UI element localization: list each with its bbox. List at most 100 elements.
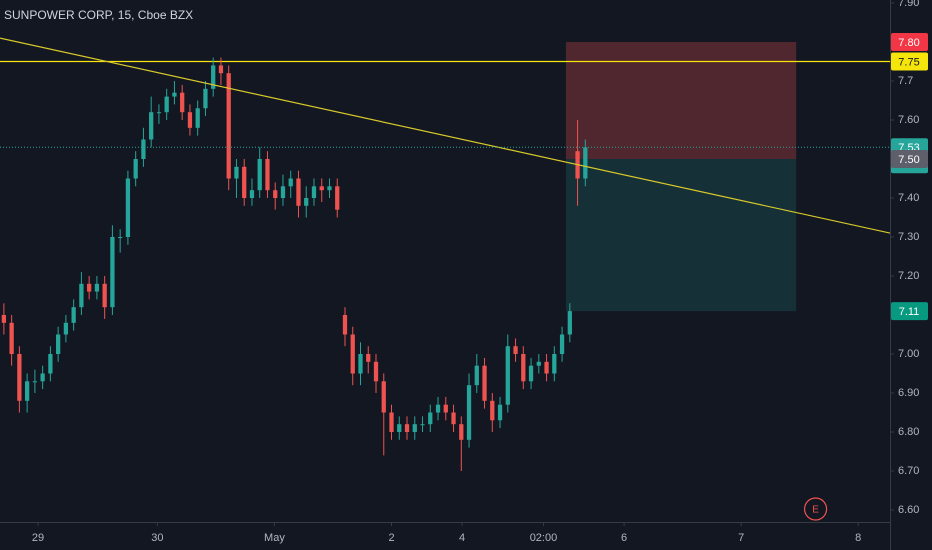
stop-zone xyxy=(565,42,797,159)
candle-body xyxy=(17,354,22,401)
horizontal-line-label-box xyxy=(891,52,928,71)
candle-body xyxy=(265,159,270,191)
y-tick-label: 6.80 xyxy=(898,426,919,438)
candle-body xyxy=(552,354,557,374)
target-label: 7.11 xyxy=(899,306,920,318)
x-tick-label: 7 xyxy=(738,532,744,544)
candle-body xyxy=(443,404,448,413)
y-tick-label: 7.40 xyxy=(898,192,919,204)
candle-body xyxy=(71,307,76,323)
candle-body xyxy=(257,159,262,191)
x-tick-label: 8 xyxy=(855,532,861,544)
candle-body xyxy=(373,361,379,382)
candle-body xyxy=(203,88,208,109)
candle-body xyxy=(133,159,138,179)
candle-body xyxy=(94,283,100,292)
candle-body xyxy=(79,283,84,308)
candle-body xyxy=(513,346,518,354)
candle-body xyxy=(559,334,565,354)
stop-label: 7.80 xyxy=(898,37,919,49)
candle-body xyxy=(172,92,177,97)
candle-body xyxy=(110,237,115,308)
candle-body xyxy=(118,237,123,238)
candle-body xyxy=(242,166,247,198)
candle-body xyxy=(156,112,162,114)
candle-body xyxy=(288,178,293,187)
candle-body xyxy=(466,385,472,440)
candle-body xyxy=(249,190,255,198)
candle-body xyxy=(195,108,200,128)
candle-body xyxy=(404,424,410,432)
candle-body xyxy=(311,186,317,198)
candle-body xyxy=(164,96,169,113)
candle-body xyxy=(583,147,588,179)
y-tick-label: 7.00 xyxy=(898,348,919,360)
candle-body xyxy=(389,412,394,432)
candle-body xyxy=(544,361,549,374)
candle-body xyxy=(141,139,146,159)
candle-body xyxy=(234,166,239,179)
candle-body xyxy=(497,404,503,421)
candle-body xyxy=(397,424,402,432)
y-tick-label: 6.90 xyxy=(898,387,919,399)
candle-body xyxy=(505,346,510,405)
candle-body xyxy=(63,322,69,335)
candle-body xyxy=(296,178,301,206)
candle-body xyxy=(48,354,53,374)
y-tick-label: 7.20 xyxy=(898,270,919,282)
x-tick-label: 2 xyxy=(388,532,394,544)
y-tick-label: 6.70 xyxy=(898,465,919,477)
candle-body xyxy=(102,283,107,308)
x-tick-label: May xyxy=(264,532,285,544)
candle-body xyxy=(366,354,371,362)
candle-body xyxy=(420,424,425,426)
candle-body xyxy=(87,283,92,292)
candle-body xyxy=(1,315,7,323)
trendline xyxy=(0,37,891,234)
x-tick-label: 30 xyxy=(151,532,163,544)
event-label: E xyxy=(812,505,819,516)
candle-body xyxy=(226,73,231,179)
candle-body xyxy=(125,178,131,237)
candle-body xyxy=(342,315,348,335)
x-tick-label: 02:00 xyxy=(530,532,558,544)
candle-body xyxy=(304,198,309,206)
candle-body xyxy=(327,186,332,191)
candle-body xyxy=(319,186,324,191)
x-tick-label: 29 xyxy=(32,532,44,544)
event-marker xyxy=(803,497,828,521)
y-tick-label: 7.90 xyxy=(898,0,919,9)
candle-body xyxy=(381,381,386,413)
candle-body xyxy=(280,186,286,198)
candle-body xyxy=(490,400,495,421)
horizontal-line-label: 7.75 xyxy=(898,56,919,68)
candle-body xyxy=(218,65,224,74)
candle-body xyxy=(9,322,14,354)
candle-body xyxy=(358,354,363,374)
candle-body xyxy=(474,365,479,386)
candle-body xyxy=(149,112,154,140)
candle-body xyxy=(567,311,572,335)
chart-title: SUNPOWER CORP, 15, Cboe BZX xyxy=(4,8,193,22)
stop-label-box xyxy=(891,33,928,51)
x-tick-label: 4 xyxy=(459,532,465,544)
target-label-box xyxy=(891,302,928,321)
y-tick-label: 6.60 xyxy=(898,504,919,516)
target-zone xyxy=(565,159,797,312)
y-tick-label: 7.60 xyxy=(898,114,919,126)
candle-body xyxy=(187,112,193,128)
candle-body xyxy=(56,334,61,354)
candle-body xyxy=(451,412,456,425)
candle-body xyxy=(528,365,534,382)
candle-body xyxy=(335,186,340,210)
candle-body xyxy=(180,92,185,113)
candle-body xyxy=(350,334,355,374)
candle-body xyxy=(428,412,433,425)
x-tick-label: 6 xyxy=(621,532,627,544)
entry-label: 7.50 xyxy=(898,154,919,166)
candle-body xyxy=(536,361,541,366)
candle-body xyxy=(459,424,464,440)
candle-body xyxy=(40,373,45,382)
